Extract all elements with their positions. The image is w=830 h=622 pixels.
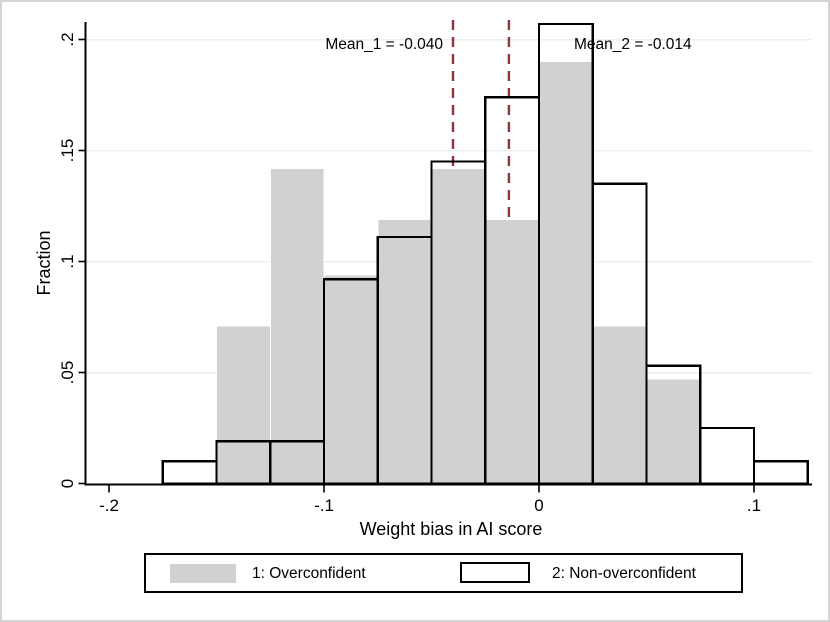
bar-overconfident [269,167,325,484]
bar-overconfident [646,378,701,484]
y-tick-label: .15 [58,139,77,163]
x-tick-label: 0 [534,496,543,515]
bar-non-overconfident [699,426,756,485]
mean1-annotation: Mean_1 = -0.040 [325,36,443,53]
y-tick-label: .05 [58,361,77,385]
bar-non-overconfident [161,460,218,485]
bars-non-overconfident [161,22,809,485]
bar-overconfident [216,325,271,484]
bar-non-overconfident [752,460,809,485]
legend-swatch-overconfident [170,564,236,583]
bar-overconfident [323,274,379,484]
bar-overconfident [431,167,486,484]
y-tick-label: 0 [58,479,77,488]
bar-non-overconfident [591,182,648,485]
mean2-annotation: Mean_2 = -0.014 [574,36,692,53]
y-axis-title: Fraction [34,230,54,295]
tick-marks-and-labels: 0 .05 .1 .15 .2 -.2 -.1 0 .1 [58,32,761,515]
bars-overconfident [216,61,701,484]
bar-overconfident [538,61,594,484]
bar-non-overconfident [645,364,702,485]
axes [84,22,812,486]
x-tick-label: -.2 [99,496,119,515]
bar-overconfident [377,218,432,484]
x-tick-label: .1 [747,496,761,515]
y-tick-label: .2 [58,32,77,46]
legend-swatch-non-overconfident [460,562,530,583]
bar-overconfident [592,325,647,484]
x-tick-label: -.1 [314,496,334,515]
legend: 1: Overconfident 2: Non-overconfident [144,553,743,593]
legend-label-non-overconfident: 2: Non-overconfident [552,565,696,582]
legend-label-overconfident: 1: Overconfident [252,565,366,582]
y-tick-label: .1 [58,254,77,268]
x-axis-title: Weight bias in AI score [360,519,543,539]
bar-overconfident [484,218,540,484]
